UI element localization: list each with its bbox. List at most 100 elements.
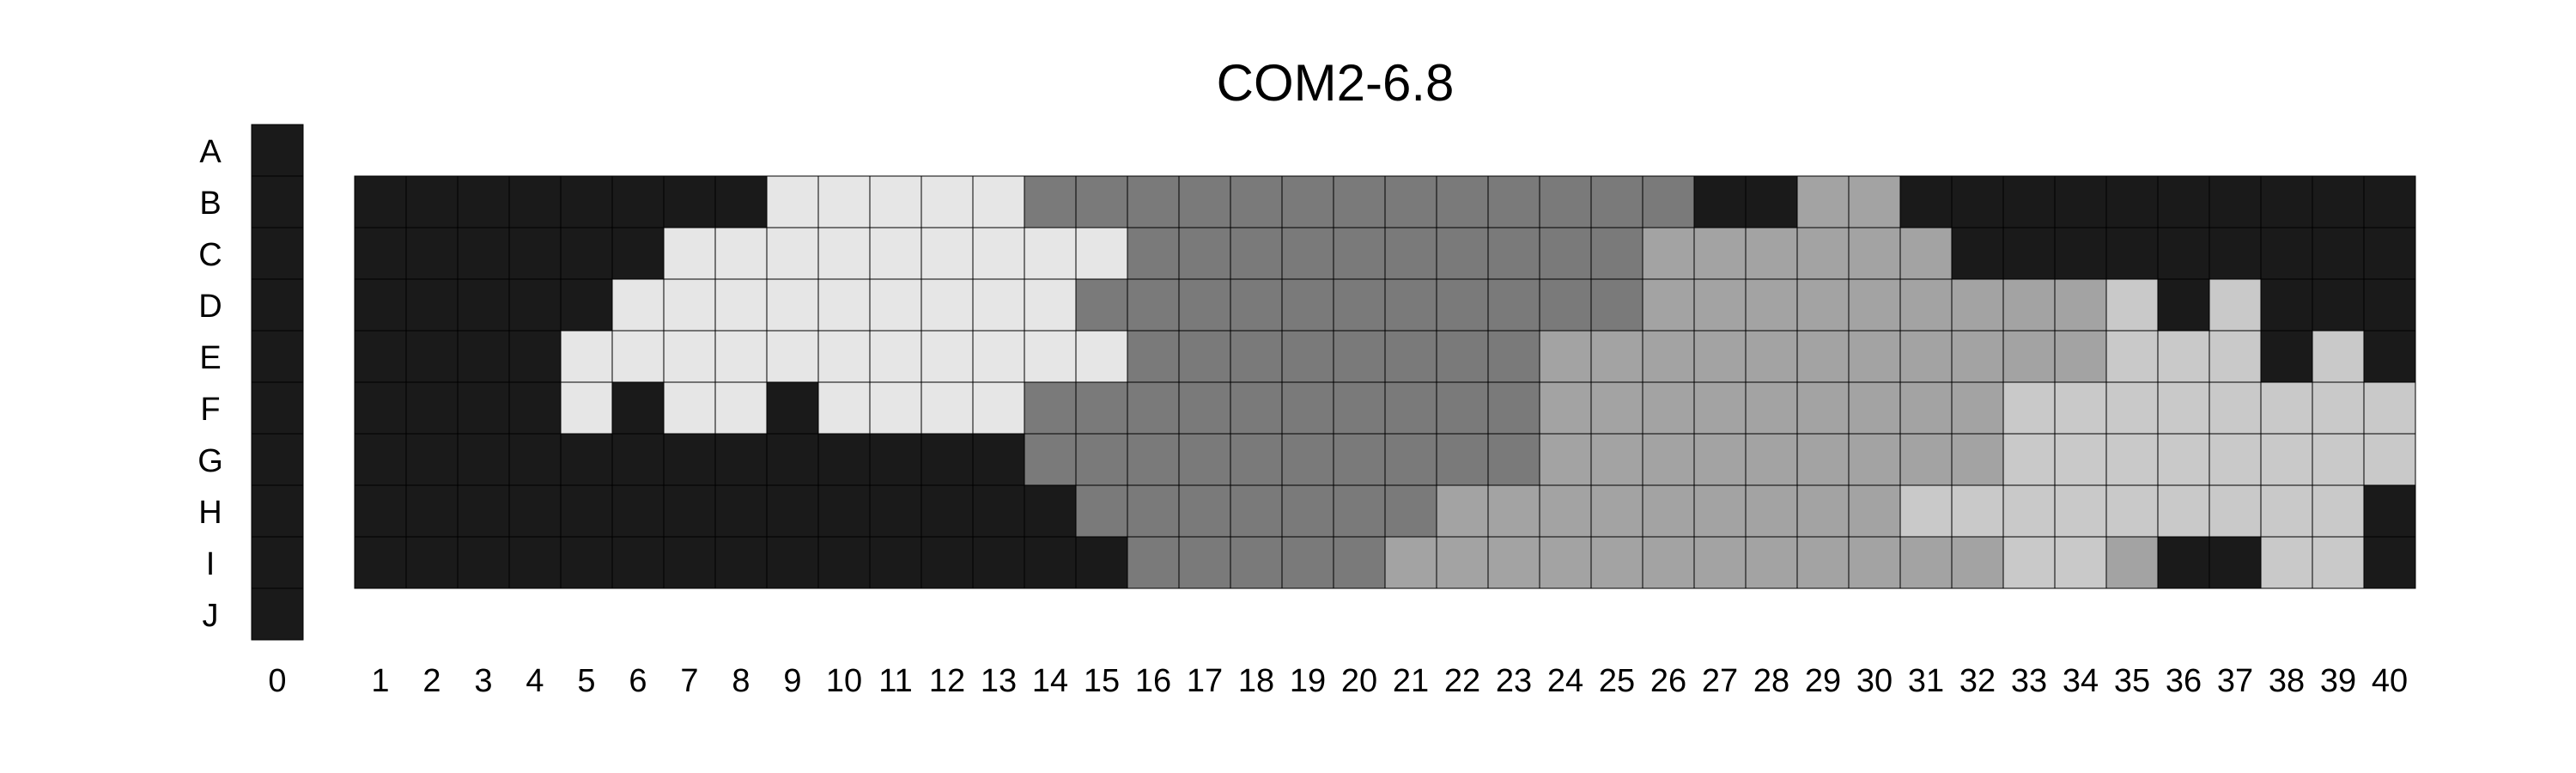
cell-I-35 <box>2105 536 2159 589</box>
column-label-14: 14 <box>1032 663 1068 699</box>
cell-I-18 <box>1230 536 1283 589</box>
cell-F-0 <box>251 381 304 435</box>
cell-C-31 <box>1899 227 1953 280</box>
column-label-29: 29 <box>1805 663 1841 699</box>
cell-B-8 <box>714 175 768 228</box>
cell-G-2 <box>405 433 459 486</box>
cell-H-22 <box>1436 484 1489 538</box>
cell-B-2 <box>405 175 459 228</box>
cell-H-20 <box>1333 484 1386 538</box>
cell-C-25 <box>1590 227 1643 280</box>
cell-C-15 <box>1075 227 1128 280</box>
cell-D-16 <box>1127 278 1180 332</box>
cell-C-10 <box>817 227 871 280</box>
column-label-17: 17 <box>1187 663 1223 699</box>
cell-I-19 <box>1281 536 1334 589</box>
row-label-G: G <box>197 443 223 479</box>
cell-I-0 <box>251 536 304 589</box>
column-label-1: 1 <box>371 663 389 699</box>
cell-F-12 <box>920 381 974 435</box>
column-label-28: 28 <box>1753 663 1789 699</box>
column-label-18: 18 <box>1238 663 1274 699</box>
cell-G-15 <box>1075 433 1128 486</box>
cell-E-33 <box>2002 330 2056 383</box>
column-label-5: 5 <box>577 663 595 699</box>
cell-B-4 <box>508 175 562 228</box>
cell-I-10 <box>817 536 871 589</box>
cell-I-25 <box>1590 536 1643 589</box>
cell-D-25 <box>1590 278 1643 332</box>
cell-I-4 <box>508 536 562 589</box>
cell-D-3 <box>457 278 510 332</box>
cell-B-7 <box>663 175 716 228</box>
row-label-D: D <box>198 289 222 325</box>
cell-E-6 <box>611 330 665 383</box>
cell-B-17 <box>1178 175 1231 228</box>
cell-B-5 <box>560 175 613 228</box>
cell-H-17 <box>1178 484 1231 538</box>
cell-C-20 <box>1333 227 1386 280</box>
cell-C-28 <box>1745 227 1798 280</box>
cell-I-20 <box>1333 536 1386 589</box>
cell-G-33 <box>2002 433 2056 486</box>
column-label-9: 9 <box>783 663 801 699</box>
cell-G-30 <box>1848 433 1901 486</box>
cell-E-26 <box>1642 330 1695 383</box>
cell-G-17 <box>1178 433 1231 486</box>
cell-H-26 <box>1642 484 1695 538</box>
cell-G-5 <box>560 433 613 486</box>
cell-B-24 <box>1539 175 1592 228</box>
cell-F-25 <box>1590 381 1643 435</box>
cell-F-29 <box>1796 381 1850 435</box>
cell-G-34 <box>2054 433 2107 486</box>
column-label-36: 36 <box>2166 663 2202 699</box>
cell-F-14 <box>1024 381 1077 435</box>
cell-F-24 <box>1539 381 1592 435</box>
column-label-8: 8 <box>732 663 750 699</box>
cell-C-39 <box>2312 227 2365 280</box>
cell-F-31 <box>1899 381 1953 435</box>
cell-H-33 <box>2002 484 2056 538</box>
cell-C-36 <box>2157 227 2210 280</box>
cell-E-24 <box>1539 330 1592 383</box>
cell-I-29 <box>1796 536 1850 589</box>
cell-E-7 <box>663 330 716 383</box>
cell-G-37 <box>2208 433 2262 486</box>
cell-H-8 <box>714 484 768 538</box>
cell-I-2 <box>405 536 459 589</box>
cell-C-5 <box>560 227 613 280</box>
cell-I-3 <box>457 536 510 589</box>
column-label-24: 24 <box>1547 663 1583 699</box>
cell-D-40 <box>2363 278 2416 332</box>
cell-B-34 <box>2054 175 2107 228</box>
cell-B-22 <box>1436 175 1489 228</box>
cell-C-3 <box>457 227 510 280</box>
cell-E-22 <box>1436 330 1489 383</box>
cell-B-3 <box>457 175 510 228</box>
cell-F-34 <box>2054 381 2107 435</box>
cell-D-26 <box>1642 278 1695 332</box>
cell-F-28 <box>1745 381 1798 435</box>
cell-H-25 <box>1590 484 1643 538</box>
cell-B-26 <box>1642 175 1695 228</box>
cell-G-25 <box>1590 433 1643 486</box>
cell-D-20 <box>1333 278 1386 332</box>
cell-F-35 <box>2105 381 2159 435</box>
cell-E-18 <box>1230 330 1283 383</box>
cell-E-12 <box>920 330 974 383</box>
cell-H-30 <box>1848 484 1901 538</box>
cell-G-9 <box>766 433 819 486</box>
cell-D-11 <box>869 278 922 332</box>
cell-C-18 <box>1230 227 1283 280</box>
cell-F-9 <box>766 381 819 435</box>
cell-G-32 <box>1951 433 2004 486</box>
cell-D-34 <box>2054 278 2107 332</box>
cell-E-1 <box>354 330 407 383</box>
cell-G-13 <box>972 433 1025 486</box>
cell-E-23 <box>1487 330 1540 383</box>
cell-I-12 <box>920 536 974 589</box>
cell-I-27 <box>1693 536 1747 589</box>
cell-C-7 <box>663 227 716 280</box>
cell-H-13 <box>972 484 1025 538</box>
